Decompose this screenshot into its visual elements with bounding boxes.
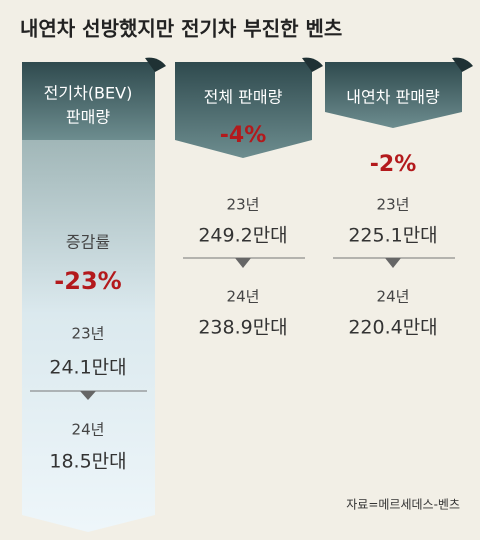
panel-body: [22, 135, 155, 532]
value: 238.9만대: [198, 317, 287, 339]
arrow: [80, 391, 96, 400]
year: 24년: [377, 288, 410, 306]
change: -2%: [370, 152, 416, 177]
value: 24.1만대: [49, 357, 126, 379]
panel-total: 전체 판매량 -4% 23년 249.2만대 24년 238.9만대: [175, 57, 323, 339]
ribbon-curl: [145, 57, 166, 72]
panel-header: [175, 62, 312, 158]
ribbon-curl: [452, 57, 473, 72]
panel-header: [325, 62, 462, 128]
value: 18.5만대: [49, 451, 126, 473]
change: -4%: [220, 123, 266, 148]
year: 24년: [72, 421, 105, 439]
change-label: 증감률: [66, 233, 110, 252]
year: 24년: [227, 288, 260, 306]
arrow: [235, 258, 251, 268]
year: 23년: [72, 325, 105, 343]
panel-title: 전체 판매량: [204, 88, 283, 107]
ribbon-curl: [302, 57, 323, 72]
panel-ev: 전기차(BEV) 판매량 증감률 -23% 23년 24.1만대 24년 18.…: [22, 57, 166, 532]
panel-ice: 내연차 판매량 -2% 23년 225.1만대 24년 220.4만대: [325, 57, 473, 339]
value: 225.1만대: [348, 225, 437, 247]
value: 220.4만대: [348, 317, 437, 339]
value: 249.2만대: [198, 225, 287, 247]
panel-title: 전기차(BEV): [44, 84, 133, 103]
panel-title: 판매량: [66, 108, 110, 127]
year: 23년: [227, 196, 260, 214]
panel-header: [22, 62, 155, 140]
change: -23%: [54, 267, 121, 295]
year: 23년: [377, 196, 410, 214]
panel-title: 내연차 판매량: [346, 88, 440, 107]
source: 자료=메르세데스-벤츠: [346, 498, 460, 512]
arrow: [385, 258, 401, 268]
title: 내연차 선방했지만 전기차 부진한 벤츠: [20, 17, 342, 41]
